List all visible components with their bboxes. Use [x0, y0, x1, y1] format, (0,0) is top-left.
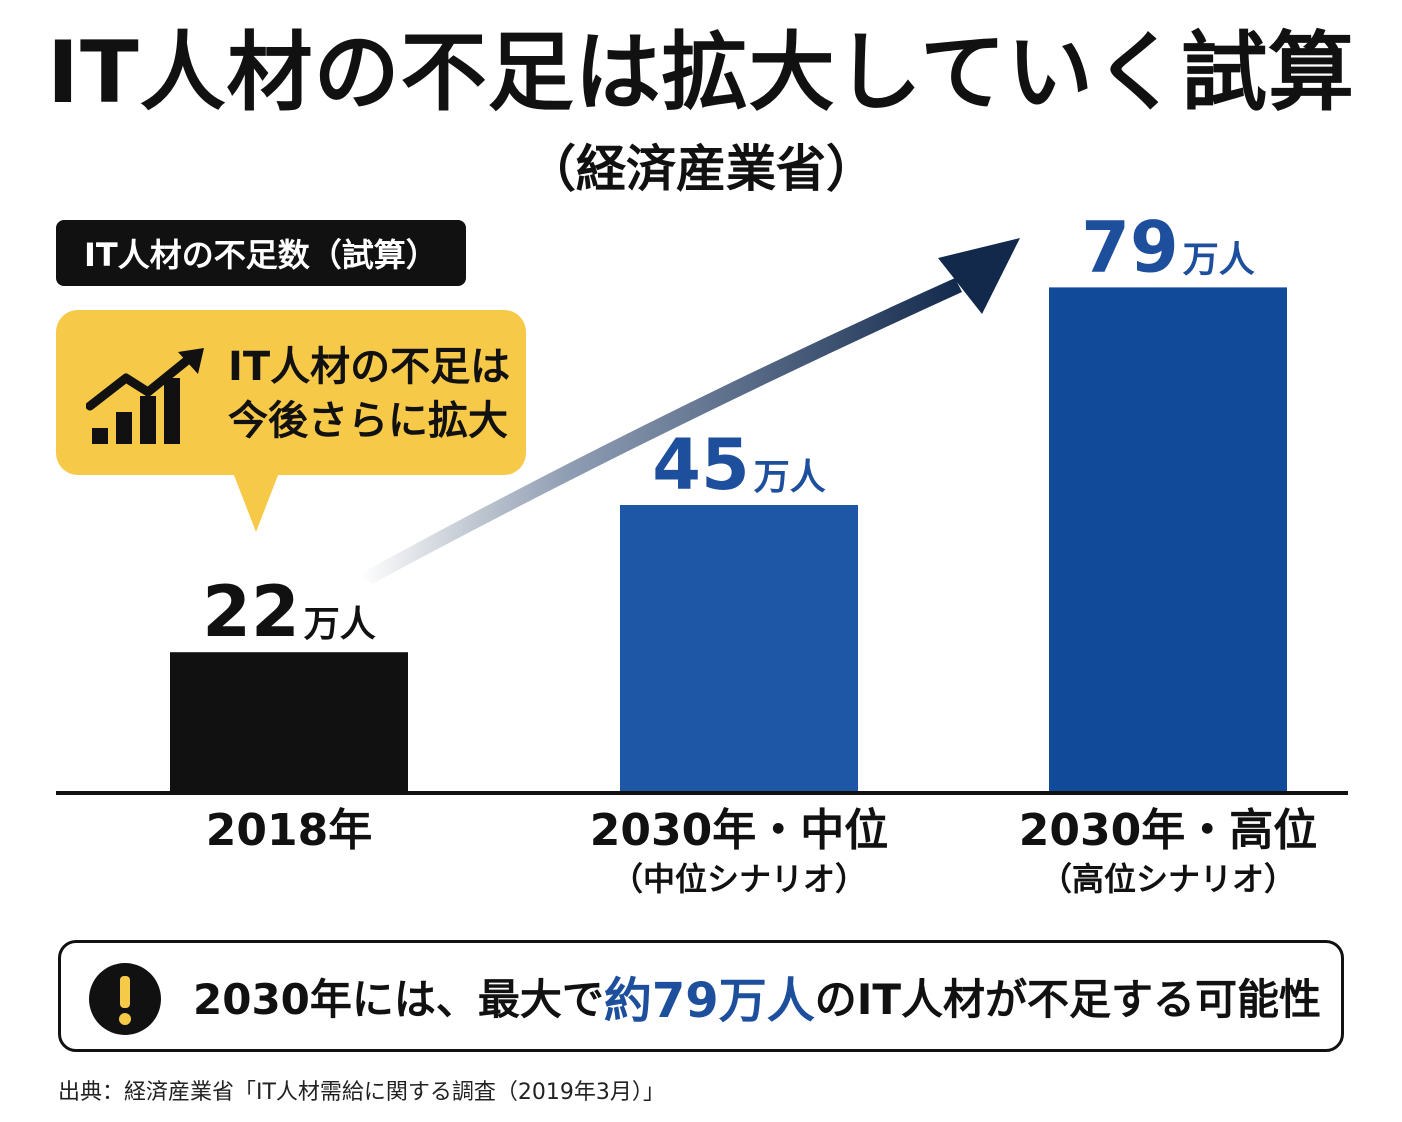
category-name: 2018年	[205, 805, 373, 856]
category-name: 2030年・高位	[1018, 805, 1318, 856]
trend-arrow-shaft	[360, 278, 962, 584]
exclamation-icon	[89, 963, 161, 1035]
value-label-number: 45	[652, 424, 749, 506]
value-label-3: 79 万人	[1081, 206, 1254, 288]
callout-bubble: IT人材の不足は 今後さらに拡大	[56, 310, 526, 475]
value-label-unit: 万人	[1183, 239, 1255, 280]
bar-2	[620, 505, 858, 793]
conclusion-prefix: 2030年には、最大で	[193, 974, 604, 1024]
conclusion-highlight: 約79万人	[603, 973, 815, 1029]
value-label-1: 22 万人	[202, 571, 375, 653]
chart-title-label: IT人材の不足数（試算）	[56, 220, 466, 286]
conclusion-suffix: のIT人材が不足する可能性	[814, 974, 1321, 1024]
page-subtitle: （経済産業省）	[526, 140, 876, 198]
callout-text: IT人材の不足は 今後さらに拡大	[228, 340, 518, 448]
value-label-2: 45 万人	[652, 424, 825, 506]
category-label-1: 2018年	[79, 805, 499, 857]
category-scenario: （中位シナリオ）	[610, 859, 867, 898]
chart-title-text: IT人材の不足数（試算）	[84, 236, 438, 274]
callout-line-2: 今後さらに拡大	[228, 398, 508, 444]
bar-3	[1049, 287, 1287, 793]
conclusion-note: 2030年には、最大で 約79万人 のIT人材が不足する可能性	[58, 940, 1344, 1052]
value-label-unit: 万人	[754, 457, 826, 498]
bar-1	[170, 652, 408, 793]
trend-arrow-head	[938, 238, 1020, 314]
category-name: 2030年・中位	[589, 805, 889, 856]
value-label-unit: 万人	[304, 604, 376, 645]
source-citation: 出典：経済産業省「IT人材需給に関する調査（2019年3月）」	[58, 1080, 665, 1105]
category-scenario: （高位シナリオ）	[1039, 859, 1296, 898]
callout-tail	[232, 470, 280, 532]
callout-line-1: IT人材の不足は	[228, 344, 511, 390]
category-label-3: 2030年・高位 （高位シナリオ）	[958, 805, 1378, 898]
conclusion-text: 2030年には、最大で 約79万人 のIT人材が不足する可能性	[193, 943, 1321, 1049]
value-label-number: 22	[202, 571, 299, 653]
value-label-number: 79	[1081, 206, 1178, 288]
rising-chart-icon	[86, 348, 204, 444]
category-label-2: 2030年・中位 （中位シナリオ）	[529, 805, 949, 898]
page-title: IT人材の不足は拡大していく試算	[46, 23, 1356, 123]
